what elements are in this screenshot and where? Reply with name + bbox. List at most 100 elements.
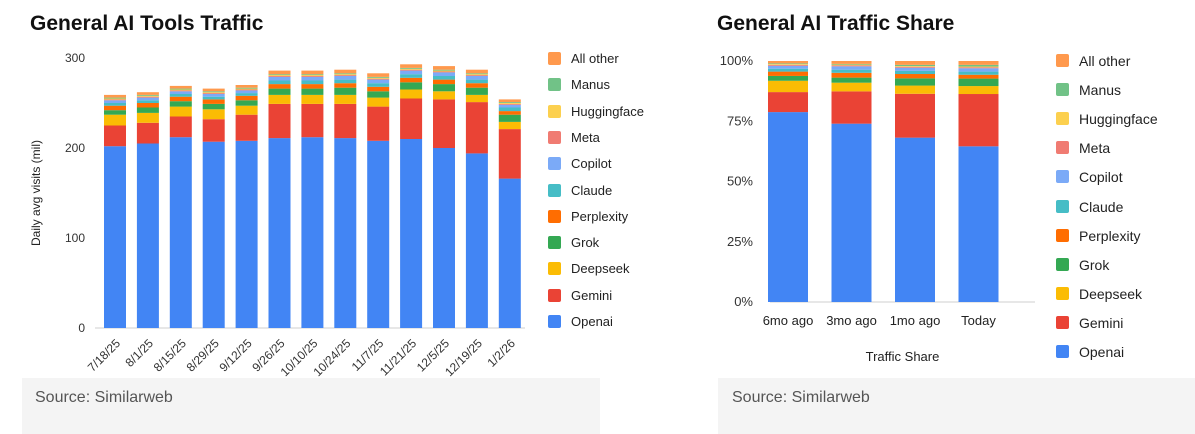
x-tick-label: 10/24/25 [310,336,353,379]
bar-segment-all-other [465,69,488,74]
x-tick-label: 8/29/25 [184,336,222,374]
legend-label: Perplexity [571,208,629,224]
bar-segment-grok [831,77,872,83]
bar-segment-openai [831,123,872,302]
bar-segment-huggingface [268,75,291,76]
bar-segment-gemini [831,91,872,124]
legend-label: Manus [1079,82,1122,99]
x-tick-label: 11/21/25 [377,336,420,379]
y-tick-label: 100% [720,53,754,68]
bar-segment-gemini [301,103,324,138]
bar-segment-huggingface [367,77,390,79]
bar-segment-gemini [367,106,390,141]
bar-segment-claude [367,83,390,87]
bar-segment-openai [136,143,159,328]
bar-segment-claude [498,107,521,112]
bar-segment-copilot [136,97,159,101]
y-tick-label: 100 [65,231,85,245]
legend-label: Copilot [1079,169,1123,186]
bar-segment-grok [498,114,521,122]
bar-segment-all-other [136,92,159,95]
bar-segment-claude [136,100,159,103]
bar-segment-gemini [400,98,423,139]
bar-segment-all-other [268,70,291,75]
legend-swatch [548,315,561,328]
bar-segment-claude [895,70,935,75]
bar-segment-gemini [498,129,521,179]
traffic-chart: 0 100 200 300 Daily avg visits (mil) 7/18/25 8… [29,51,525,379]
chart-title: General AI Traffic Share [717,12,955,35]
bar-segment-openai [202,141,225,328]
legend-swatch [1056,83,1069,97]
source-band [718,378,1195,434]
bar-segment-huggingface [334,74,357,76]
bar-segment-huggingface [465,74,488,76]
legend-swatch [1056,228,1069,242]
bar-segment-deepseek [768,80,808,93]
bar-segment-deepseek [367,97,390,107]
source-band [22,378,600,434]
bar-segment-manus [433,69,455,71]
bar-segment-manus [465,73,488,75]
x-tick-label: 3mo ago [826,313,877,328]
bar-segment-perplexity [400,77,423,83]
legend-swatch [548,183,561,197]
legend-label: Deepseek [1079,285,1143,302]
bar-segment-grok [301,88,324,95]
bar-segment-deepseek [301,94,324,104]
bar-segment-perplexity [958,74,999,79]
bar-segment-deepseek [400,89,423,99]
legend-label: Deepseek [571,261,630,277]
legend-label: All other [1079,53,1131,69]
bar-segment-deepseek [202,109,225,120]
bar-segment-openai [895,137,935,302]
bar-segment-perplexity [367,86,390,92]
bar-segment-huggingface [831,64,872,66]
bar-segment-meta [334,75,357,76]
bar-segment-meta [400,69,423,71]
legend-swatch [1056,112,1069,126]
bar-segment-manus [104,97,126,99]
legend-label: Claude [571,182,613,198]
bar-segment-grok [433,84,455,92]
bar-segment-copilot [202,94,225,97]
bar-segment-deepseek [136,112,159,123]
legend-label: Openai [571,314,613,329]
bar-segment-openai [104,146,126,328]
bar-segment-huggingface [433,70,455,72]
bar-segment-perplexity [465,83,488,88]
legend-label: Openai [1079,344,1125,360]
share-chart: 0% 25% 50% 75% 100% 6mo ago 3mo ago 1mo ago Toda… [720,53,1035,364]
bar-segment-openai [169,137,192,328]
y-tick-label: 200 [65,141,85,155]
legend-swatch [1056,141,1069,155]
bar-segment-huggingface [498,103,521,104]
legend-label: Huggingface [571,103,644,119]
bar-segment-grok [268,88,291,95]
bar-segment-gemini [202,119,225,142]
y-tick-label: 75% [727,113,753,128]
traffic-chart-panel: General AI Tools Traffic 0 100 200 300 Daily… [22,12,644,434]
bar-segment-all-other [169,85,192,89]
bar-segment-all-other [958,61,999,65]
bar-segment-deepseek [268,94,291,104]
bar-segment-claude [768,68,808,72]
bar-segment-all-other [367,73,390,77]
bar-segment-openai [498,178,521,328]
bar-segment-copilot [268,76,291,81]
bar-segment-huggingface [235,88,258,90]
bar-segment-gemini [235,114,258,141]
bar-segment-all-other [400,64,423,68]
bar-segment-copilot [104,100,126,103]
bar-segment-copilot [367,79,390,84]
bar-segment-openai [400,139,423,328]
bar-segment-gemini [768,92,808,113]
bar-segment-manus [895,64,935,67]
legend-label: Grok [571,235,600,251]
bar-segment-manus [958,64,999,67]
bar-segment-all-other [235,85,258,88]
bar-segment-perplexity [169,96,192,102]
bar-segment-manus [498,102,521,103]
bar-segment-all-other [433,66,455,70]
x-tick-label: 12/19/25 [442,336,485,379]
